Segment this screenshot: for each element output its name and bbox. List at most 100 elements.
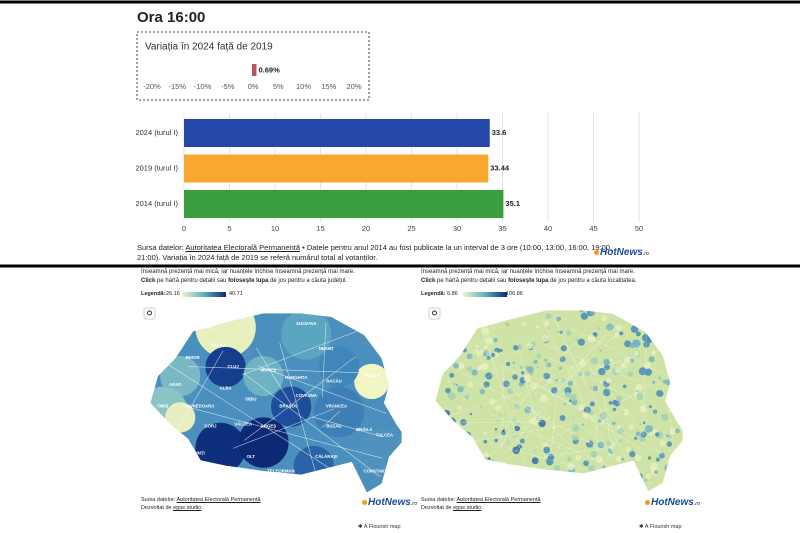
- locality: [494, 428, 498, 431]
- logo-name: HotNews: [600, 247, 643, 258]
- border: [581, 426, 616, 456]
- locality: [435, 482, 440, 490]
- locality: [679, 347, 683, 353]
- search-button[interactable]: [143, 307, 156, 320]
- locality: [444, 446, 452, 454]
- source-link[interactable]: Autoritatea Electorală Permanentă: [185, 243, 301, 252]
- locality: [486, 481, 494, 489]
- locality: [452, 382, 456, 386]
- locality: [495, 430, 498, 434]
- locality: [475, 322, 480, 327]
- locality: [589, 401, 595, 407]
- locality: [645, 424, 653, 433]
- locality: [493, 338, 498, 343]
- locality: [655, 432, 660, 437]
- note-line: • Datele pentru anul 2014 au fost public…: [300, 243, 613, 252]
- locality: [592, 385, 599, 392]
- locality: [581, 423, 584, 426]
- locality: [642, 421, 646, 425]
- locality: [666, 434, 670, 438]
- border: [554, 407, 625, 461]
- county-label: OLT: [247, 454, 256, 459]
- locality: [625, 446, 631, 452]
- flourish-credit[interactable]: ✱ A Flourish map: [358, 524, 401, 530]
- locality: [546, 362, 552, 368]
- locality: [463, 473, 470, 481]
- lupa: folosește lupa: [508, 278, 549, 284]
- locality: [442, 439, 451, 448]
- y-tick-label: 2019 (turul I): [135, 163, 178, 172]
- x-tick-label: 25: [407, 224, 415, 233]
- county-label: SĂLAJ: [211, 343, 226, 348]
- locality: [659, 440, 666, 447]
- locality: [631, 448, 634, 452]
- locality: [534, 393, 537, 396]
- locality: [608, 400, 613, 405]
- county-label: TIMIȘ: [157, 404, 169, 409]
- county-label: VRANCEA: [326, 404, 347, 409]
- flourish-credit[interactable]: ✱ A Flourish map: [639, 524, 682, 530]
- locality: [612, 336, 615, 340]
- locality: [673, 386, 678, 392]
- locality: [570, 365, 574, 369]
- locality: [645, 473, 652, 480]
- locality: [640, 431, 647, 438]
- locality: [559, 415, 566, 421]
- locality: [440, 458, 448, 466]
- border: [322, 410, 341, 428]
- bar: [184, 190, 504, 218]
- locality: [630, 358, 635, 363]
- source-link[interactable]: Autoritatea Electorală Permanentă: [456, 497, 541, 503]
- locality: [612, 421, 616, 426]
- locality: [453, 362, 459, 369]
- locality: [674, 428, 680, 434]
- search-button[interactable]: [428, 307, 441, 320]
- locality: [435, 441, 438, 446]
- locality: [676, 369, 680, 373]
- border: [241, 322, 380, 376]
- locality: [533, 359, 538, 364]
- locality: [460, 419, 467, 426]
- locality: [505, 322, 510, 327]
- locality: [650, 317, 655, 322]
- county-label: BUZĂU: [326, 424, 341, 429]
- locality: [453, 326, 460, 333]
- logo-suffix: .ro: [642, 251, 650, 257]
- locality: [457, 385, 464, 393]
- locality: [656, 389, 664, 397]
- locality: [546, 416, 550, 420]
- x-tick-label: -20%: [143, 82, 161, 91]
- locality: [565, 391, 571, 398]
- locality: [444, 419, 448, 424]
- locality: [471, 446, 477, 452]
- legend-label: Legendă:: [421, 291, 446, 297]
- locality: [478, 483, 485, 490]
- locality: [670, 452, 677, 459]
- locality: [485, 372, 493, 380]
- value-label: 33.44: [490, 163, 510, 172]
- locality: [635, 472, 643, 481]
- locality: [557, 445, 560, 449]
- locality: [574, 487, 578, 490]
- locality: [447, 380, 450, 383]
- border: [279, 342, 318, 480]
- locality: [600, 315, 608, 322]
- note-line: 21:00). Variația în 2024 față de 2019 se…: [137, 253, 378, 262]
- county-label: ARGEȘ: [261, 424, 276, 429]
- locality: [619, 331, 624, 336]
- locality: [657, 375, 662, 381]
- locality: [650, 333, 656, 339]
- credit-link[interactable]: egas.studio: [173, 505, 202, 511]
- locality: [437, 410, 440, 413]
- locality: [628, 423, 635, 430]
- locality: [618, 439, 622, 443]
- source-link[interactable]: Autoritatea Electorală Permanentă: [176, 497, 261, 503]
- border: [188, 366, 361, 374]
- county-label: GORJ: [204, 424, 217, 429]
- credit-link[interactable]: egas.studio: [453, 505, 482, 511]
- border: [255, 347, 292, 405]
- locality: [676, 345, 681, 349]
- border: [456, 369, 645, 473]
- locality: [453, 328, 457, 331]
- x-tick-label: 50: [635, 224, 643, 233]
